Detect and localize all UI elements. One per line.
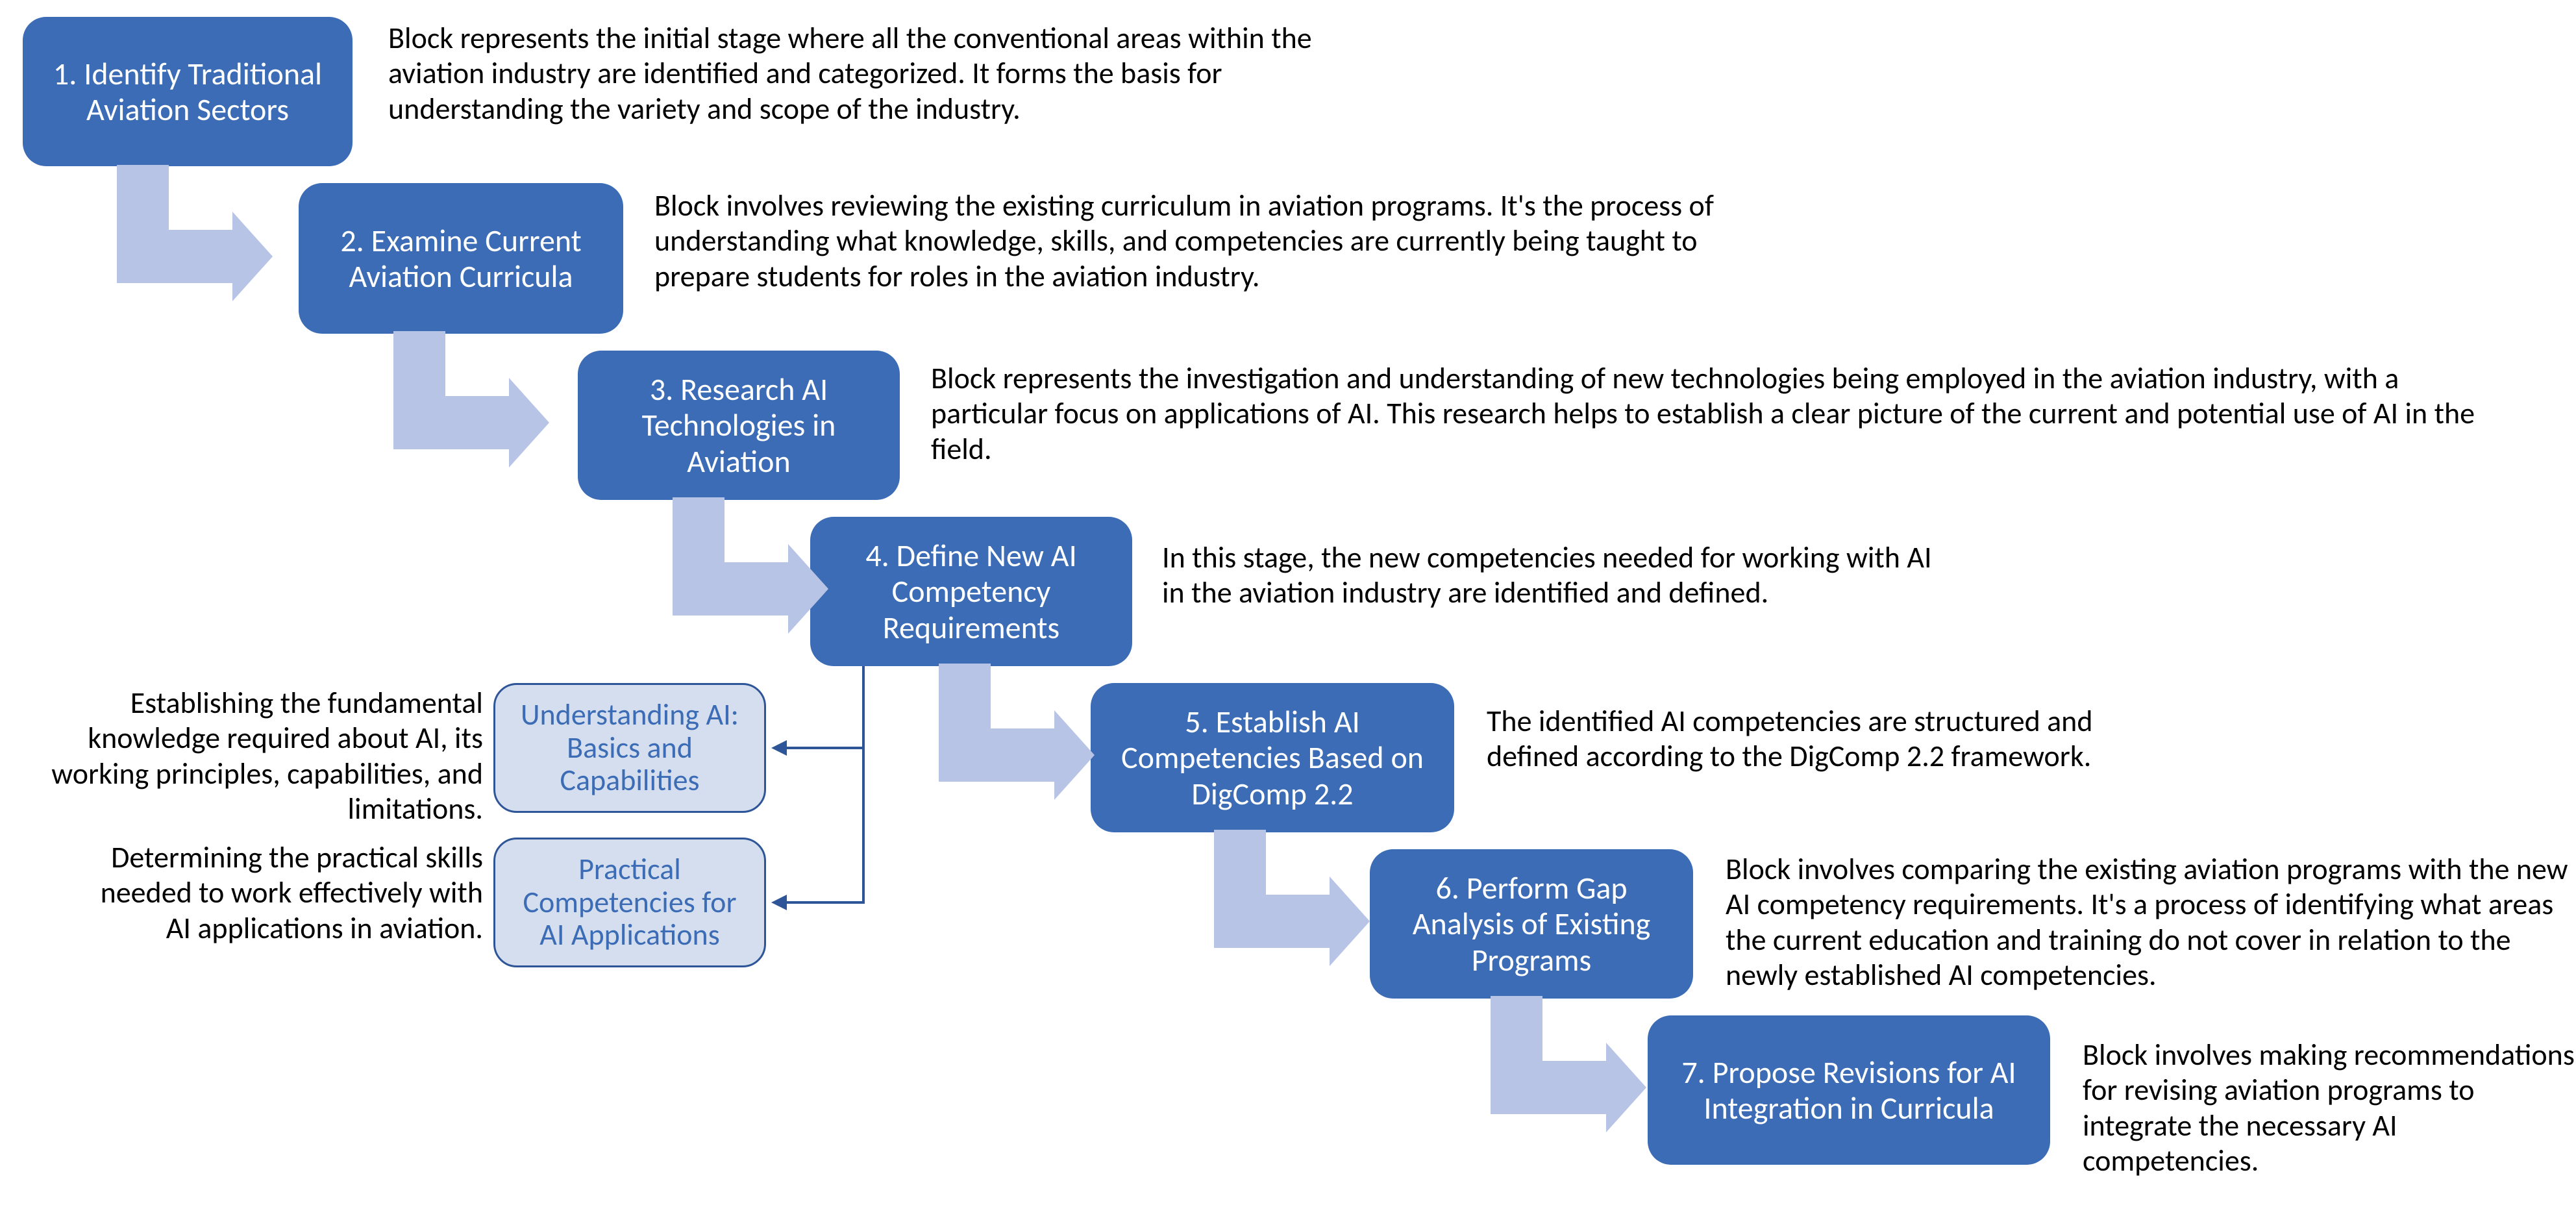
stair-arrow-2 bbox=[354, 331, 549, 467]
step-5-desc: The identified AI competencies are struc… bbox=[1487, 704, 2149, 775]
step-3-box: 3. Research AI Technologies in Aviation bbox=[578, 351, 900, 500]
subbox-a-desc: Establishing the fundamental knowledge r… bbox=[3, 686, 483, 826]
subbox-b-desc: Determining the practical skills needed … bbox=[97, 840, 483, 946]
step-2-box: 2. Examine Current Aviation Curricula bbox=[299, 183, 623, 334]
step-1-desc: Block represents the initial stage where… bbox=[388, 21, 1323, 127]
step-5-title: 5. Establish AI Competencies Based on Di… bbox=[1110, 704, 1435, 812]
stair-arrow-1 bbox=[78, 165, 273, 301]
subbox-practical-competencies: Practical Competencies for AI Applicatio… bbox=[493, 838, 766, 967]
step-5-box: 5. Establish AI Competencies Based on Di… bbox=[1091, 683, 1454, 832]
stair-arrow-5 bbox=[1175, 830, 1370, 966]
step-6-desc: Block involves comparing the existing av… bbox=[1726, 852, 2570, 993]
step-7-box: 7. Propose Revisions for AI Integration … bbox=[1648, 1015, 2050, 1165]
subbox-b-title: Practical Competencies for AI Applicatio… bbox=[512, 853, 747, 952]
step-7-title: 7. Propose Revisions for AI Integration … bbox=[1667, 1054, 2031, 1126]
step-4-desc: In this stage, the new competencies need… bbox=[1162, 540, 1961, 611]
step-4-box: 4. Define New AI Competency Requirements bbox=[810, 517, 1132, 666]
step-7-desc: Block involves making recommendations fo… bbox=[2083, 1038, 2576, 1178]
step-1-title: 1. Identify Traditional Aviation Sectors bbox=[42, 56, 333, 127]
subbox-a-title: Understanding AI: Basics and Capabilitie… bbox=[512, 699, 747, 797]
step-1-box: 1. Identify Traditional Aviation Sectors bbox=[23, 17, 353, 166]
step-6-title: 6. Perform Gap Analysis of Existing Prog… bbox=[1389, 870, 1674, 978]
subbox-understanding-ai: Understanding AI: Basics and Capabilitie… bbox=[493, 683, 766, 813]
stair-arrow-3 bbox=[634, 497, 828, 634]
step-2-desc: Block involves reviewing the existing cu… bbox=[654, 188, 1771, 294]
step-2-title: 2. Examine Current Aviation Curricula bbox=[318, 223, 604, 294]
stair-arrow-4 bbox=[900, 664, 1095, 800]
step-4-title: 4. Define New AI Competency Requirements bbox=[830, 538, 1113, 645]
stair-arrow-6 bbox=[1452, 996, 1646, 1132]
step-3-title: 3. Research AI Technologies in Aviation bbox=[597, 371, 880, 479]
step-3-desc: Block represents the investigation and u… bbox=[931, 361, 2521, 467]
step-6-box: 6. Perform Gap Analysis of Existing Prog… bbox=[1370, 849, 1693, 999]
